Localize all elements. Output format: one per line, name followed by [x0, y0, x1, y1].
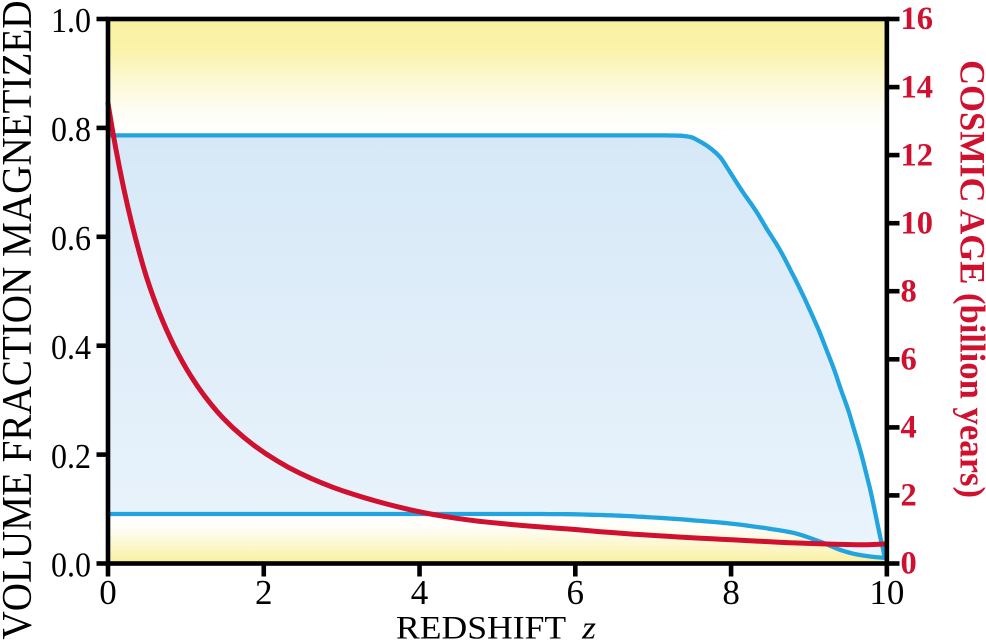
svg-text:8: 8: [722, 573, 740, 612]
svg-text:14: 14: [901, 69, 934, 105]
svg-text:8: 8: [901, 274, 917, 310]
svg-text:VOLUME FRACTION MAGNETIZED: VOLUME FRACTION MAGNETIZED: [0, 1, 41, 640]
svg-text:COSMIC AGE (billion years): COSMIC AGE (billion years): [952, 60, 986, 498]
svg-text:0.4: 0.4: [51, 328, 91, 367]
svg-text:10: 10: [901, 205, 934, 241]
svg-text:REDSHIFT z: REDSHIFT z: [396, 611, 596, 641]
svg-text:1.0: 1.0: [51, 1, 91, 40]
svg-text:0.0: 0.0: [51, 546, 91, 585]
svg-text:0: 0: [901, 546, 917, 582]
svg-text:2: 2: [255, 573, 273, 612]
svg-text:16: 16: [901, 1, 934, 37]
svg-text:0.2: 0.2: [51, 437, 91, 476]
svg-text:0: 0: [99, 573, 117, 612]
svg-text:6: 6: [567, 573, 585, 612]
svg-text:12: 12: [901, 137, 934, 173]
svg-text:10: 10: [869, 573, 904, 612]
svg-text:0.8: 0.8: [51, 110, 91, 149]
svg-text:2: 2: [901, 478, 917, 514]
svg-text:4: 4: [901, 410, 917, 446]
svg-text:4: 4: [411, 573, 429, 612]
svg-text:6: 6: [901, 342, 917, 378]
svg-text:0.6: 0.6: [51, 219, 91, 258]
